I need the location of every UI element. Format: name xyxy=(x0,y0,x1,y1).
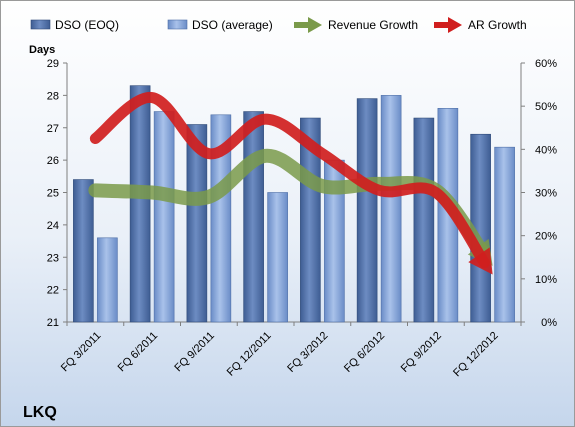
bar-dso-average xyxy=(380,95,402,323)
bar-dso-eoq xyxy=(356,98,378,323)
legend-label: Revenue Growth xyxy=(328,18,418,32)
arrowhead-ar-growth xyxy=(468,247,493,275)
company-label: LKQ xyxy=(23,404,57,421)
y2-tick-label: 20% xyxy=(535,231,557,243)
legend-item-revenue-growth: Revenue Growth xyxy=(294,17,418,33)
bar-dso-average xyxy=(267,192,288,323)
legend-label: DSO (average) xyxy=(192,18,273,32)
y-tick-label: 29 xyxy=(47,58,59,70)
x-tick-label: FQ 3/2011 xyxy=(59,330,104,375)
y2-tick-label: 30% xyxy=(535,188,557,200)
x-tick-label: FQ 9/2011 xyxy=(172,330,217,375)
y-tick-label: 27 xyxy=(47,123,59,135)
bar-dso-eoq xyxy=(243,111,264,323)
legend-swatch xyxy=(167,19,188,30)
legend-item-dso-eoq-: DSO (EOQ) xyxy=(30,18,119,32)
x-axis-ticks: FQ 3/2011 FQ 6/2011 FQ 9/2011 FQ 12/2011 FQ … xyxy=(59,322,522,380)
y2-tick-label: 60% xyxy=(535,58,557,70)
y-tick-label: 24 xyxy=(47,220,59,232)
x-tick-label: FQ 3/2012 xyxy=(285,330,330,375)
y-tick-label: 28 xyxy=(47,90,59,102)
y-tick-label: 22 xyxy=(47,285,59,297)
x-tick-label: FQ 12/2012 xyxy=(451,330,501,380)
bar-dso-average xyxy=(210,114,232,323)
bar-dso-average xyxy=(97,237,118,323)
y-tick-label: 26 xyxy=(47,155,59,167)
y2-tick-label: 0% xyxy=(541,317,557,329)
legend: DSO (EOQ) DSO (average) Revenue Growth AR G… xyxy=(30,17,527,33)
legend-label: AR Growth xyxy=(468,18,527,32)
y-tick-label: 23 xyxy=(47,252,59,264)
y-tick-label: 21 xyxy=(47,317,59,329)
y2-tick-label: 50% xyxy=(535,101,557,113)
x-tick-label: FQ 9/2012 xyxy=(399,330,444,375)
x-tick-label: FQ 6/2012 xyxy=(342,330,387,375)
x-tick-label: FQ 6/2011 xyxy=(116,330,161,375)
legend-arrowhead xyxy=(448,17,462,33)
legend-swatch xyxy=(30,19,51,30)
bar-dso-average xyxy=(494,146,515,323)
bar-dso-average xyxy=(153,111,175,323)
x-tick-label: FQ 12/2011 xyxy=(225,330,274,379)
y-tick-label: 25 xyxy=(47,188,59,200)
bar-dso-eoq xyxy=(186,124,208,323)
bar-dso-eoq xyxy=(129,85,151,323)
legend-label: DSO (EOQ) xyxy=(55,18,119,32)
growth-lines xyxy=(88,92,493,275)
legend-item-ar-growth: AR Growth xyxy=(434,17,527,33)
legend-item-dso-average-: DSO (average) xyxy=(167,18,273,32)
bar-dso-eoq xyxy=(73,179,94,323)
y-axis-label: Days xyxy=(29,44,55,56)
bar-dso-eoq xyxy=(413,117,435,323)
line-ar-growth xyxy=(89,92,490,269)
y2-tick-label: 10% xyxy=(535,274,557,286)
y2-tick-label: 40% xyxy=(535,144,557,156)
legend-arrowhead xyxy=(308,17,322,33)
